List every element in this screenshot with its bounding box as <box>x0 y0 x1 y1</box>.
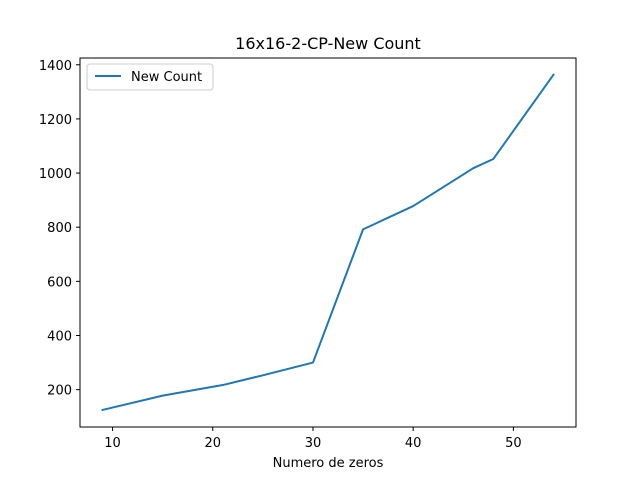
y-tick-label: 1000 <box>39 167 72 182</box>
legend: New Count <box>86 63 214 91</box>
x-tick-label: 20 <box>204 436 221 451</box>
y-tick-label: 1400 <box>39 59 72 74</box>
legend-box <box>86 63 214 91</box>
y-tick-label: 200 <box>47 384 72 399</box>
x-tick-label: 40 <box>405 436 422 451</box>
y-tick-label: 800 <box>47 221 72 236</box>
y-axis: 200 400 600 800 1000 1200 1400 <box>39 59 80 399</box>
legend-label: New Count <box>131 70 202 85</box>
x-tick-label: 30 <box>305 436 322 451</box>
x-axis: 10 20 30 40 50 <box>104 427 522 451</box>
series-layer <box>101 73 555 412</box>
chart-title: 16x16-2-CP-New Count <box>235 34 421 53</box>
x-tick-label: 10 <box>104 436 121 451</box>
y-tick-label: 400 <box>47 329 72 344</box>
plot-frame <box>79 57 577 428</box>
x-axis-label: Numero de zeros <box>273 456 384 471</box>
series-line-new-count <box>101 73 555 412</box>
x-tick-label: 50 <box>505 436 522 451</box>
y-tick-label: 600 <box>47 275 72 290</box>
y-tick-label: 1200 <box>39 113 72 128</box>
